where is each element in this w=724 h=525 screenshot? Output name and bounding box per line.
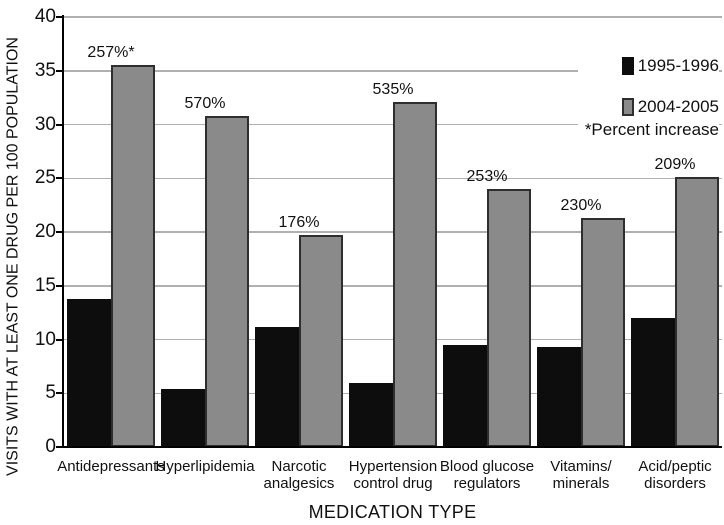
- x-axis-title: MEDICATION TYPE: [308, 502, 477, 522]
- x-tick-label-acid-peptic: Acid/peptic disorders: [638, 458, 712, 492]
- legend-item-2004-2005: 2004-2005: [577, 97, 719, 117]
- percent-label-narcotic: 176%: [278, 214, 320, 232]
- bar-1995-1996-hyperlipidemia: [161, 388, 205, 447]
- bar-2004-2005-antidepressants: [111, 65, 155, 447]
- gridline-40: [64, 16, 722, 18]
- y-tick-label-40: 40: [34, 6, 56, 27]
- y-tick-30: [56, 123, 64, 126]
- y-tick-15: [56, 284, 64, 287]
- percent-label-blood-glucose: 253%: [466, 168, 508, 185]
- bar-2004-2005-hypertension: [393, 101, 437, 447]
- y-axis-line: [62, 15, 64, 448]
- bar-2004-2005-narcotic: [299, 235, 343, 447]
- y-tick-label-15: 15: [34, 274, 56, 296]
- y-tick-label-0: 0: [45, 436, 56, 457]
- y-tick-label-30: 30: [34, 113, 56, 135]
- x-tick-label-hypertension: Hypertension control drug: [348, 458, 438, 492]
- bar-1995-1996-hypertension: [349, 382, 393, 447]
- percent-label-vitamins: 230%: [560, 197, 602, 215]
- legend-item-1995-1996: 1995-1996: [577, 56, 719, 76]
- bar-2004-2005-hyperlipidemia: [205, 115, 249, 447]
- percent-label-hyperlipidemia: 570%: [184, 94, 226, 112]
- y-tick-label-35: 35: [34, 59, 56, 81]
- bar-2004-2005-acid-peptic: [675, 177, 719, 447]
- bar-1995-1996-blood-glucose: [443, 344, 487, 447]
- bar-1995-1996-narcotic: [255, 326, 299, 447]
- y-tick-label-20: 20: [34, 221, 56, 242]
- x-tick-label-hyperlipidemia: Hyperlipidemia: [155, 458, 255, 475]
- bar-1995-1996-vitamins: [537, 347, 581, 447]
- bar-1995-1996-acid-peptic: [631, 318, 675, 447]
- y-tick-0: [56, 446, 64, 448]
- y-tick-10: [56, 338, 64, 341]
- gridline-35: [64, 70, 722, 72]
- legend: 1995-1996 2004-2005 *Percent increase: [577, 56, 719, 140]
- x-tick-label-blood-glucose: Blood glucose regulators: [439, 458, 535, 492]
- legend-note: *Percent increase: [577, 120, 719, 140]
- bar-1995-1996-antidepressants: [67, 298, 111, 447]
- percent-label-acid-peptic: 209%: [654, 156, 696, 174]
- legend-label-1995-1996: 1995-1996: [637, 56, 719, 75]
- percent-label-hypertension: 535%: [372, 80, 414, 98]
- y-tick-5: [56, 392, 64, 395]
- y-tick-35: [56, 69, 64, 72]
- percent-label-antidepressants: 257%*: [87, 44, 135, 62]
- y-tick-label-10: 10: [34, 328, 56, 350]
- legend-swatch-gray-icon: [621, 98, 634, 116]
- y-tick-20: [56, 231, 64, 233]
- y-tick-25: [56, 177, 64, 180]
- y-tick-label-5: 5: [45, 382, 56, 404]
- x-tick-label-antidepressants: Antidepressants: [57, 458, 165, 475]
- bar-2004-2005-blood-glucose: [487, 189, 531, 447]
- y-tick-40: [56, 16, 64, 18]
- x-tick-label-narcotic: Narcotic analgesics: [263, 458, 335, 492]
- legend-label-2004-2005: 2004-2005: [637, 97, 719, 116]
- x-tick-label-vitamins: Vitamins/ minerals: [550, 458, 612, 492]
- x-axis-line: [62, 446, 722, 448]
- bar-2004-2005-vitamins: [581, 218, 625, 447]
- legend-swatch-black-icon: [621, 57, 634, 75]
- y-tick-label-25: 25: [34, 167, 56, 189]
